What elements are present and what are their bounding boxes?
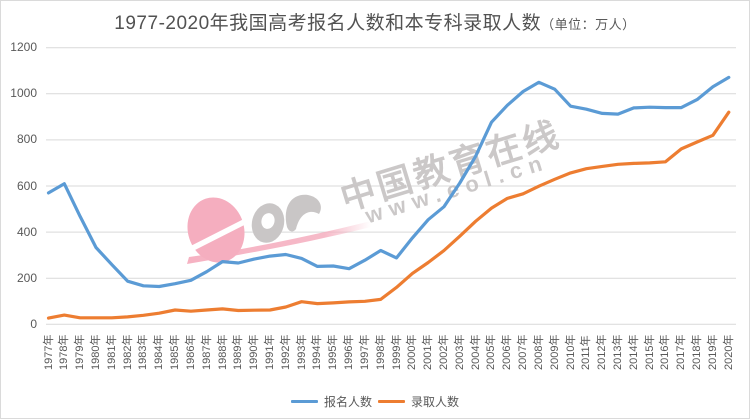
y-axis-label-1000: 1000 [10, 86, 37, 101]
y-axis-label-0: 0 [30, 316, 37, 331]
legend-swatch-admit [378, 399, 405, 403]
series-line-enroll [46, 75, 731, 289]
y-axis-label-400: 400 [16, 224, 37, 239]
y-axis-label-200: 200 [16, 270, 37, 285]
series-line-admit [46, 110, 731, 320]
y-axis-label-800: 800 [16, 132, 37, 147]
y-axis-label-1200: 1200 [10, 40, 37, 55]
legend-item-admit: 录取人数 [378, 393, 459, 410]
eol-logo-e-icon [179, 197, 252, 263]
chart-title-unit: （单位：万人） [541, 17, 636, 32]
eol-logo-o-icon [251, 203, 285, 243]
y-axis-label-600: 600 [16, 178, 37, 193]
legend-label-admit: 录取人数 [411, 394, 460, 409]
eol-logo-l-icon [285, 194, 321, 232]
chart-title-main: 1977-2020年我国高考报名人数和本专科录取人数 [114, 13, 542, 34]
chart-legend: 报名人数 录取人数 [1, 393, 749, 409]
chart-title: 1977-2020年我国高考报名人数和本专科录取人数（单位：万人） [1, 8, 749, 35]
legend-item-enroll: 报名人数 [290, 393, 372, 410]
eol-logo-swoosh-icon [187, 221, 371, 264]
legend-swatch-enroll [290, 399, 318, 403]
legend-label-enroll: 报名人数 [323, 394, 372, 409]
